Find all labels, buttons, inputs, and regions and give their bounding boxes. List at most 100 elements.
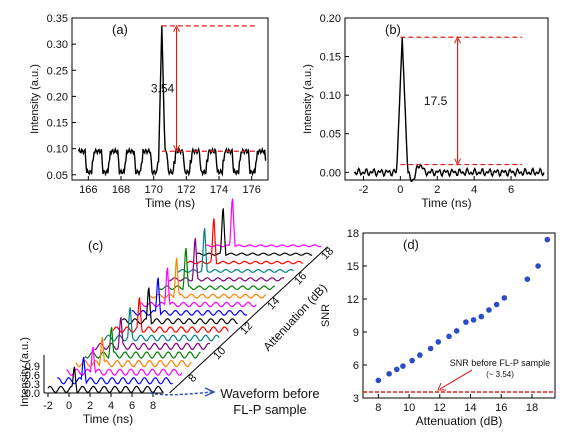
panel-d-chart: 8 10 12 14 16 18 3 6 9 12 15 18 Attenuation (dB) SNR (… <box>320 228 556 428</box>
arrow-head <box>173 145 180 153</box>
x-tick-label: 4 <box>471 184 477 196</box>
y-tick-label: 0.25 <box>47 65 68 77</box>
panel-c-chart: (c) -2 0 2 4 6 8 Time (ns) 0.00.30.60.9Intensity… <box>19 198 336 426</box>
y-tick-label: 0.3 <box>25 379 40 391</box>
data-point <box>393 366 400 373</box>
waveform-trace <box>66 346 183 376</box>
plot-frame <box>344 17 549 181</box>
waveform-trace <box>94 317 211 351</box>
panel-b-chart: -2 0 2 4 6 0.00 0.05 0.10 0.15 0.20 Time (ns) Inten… <box>302 13 549 210</box>
x-tick-label: 8 <box>150 400 156 412</box>
y-tick-label: 3 <box>353 393 359 405</box>
arrow-head <box>437 382 446 391</box>
data-point <box>386 371 392 377</box>
snr-value-label: 17.5 <box>424 94 448 108</box>
x-tick-label: 174 <box>210 184 228 196</box>
data-point <box>400 363 406 369</box>
data-point <box>478 313 485 320</box>
y-axis-label: Intensity (a.u.) <box>302 64 314 134</box>
waveform-line <box>353 37 545 183</box>
y-tick-label: 0.00 <box>320 167 341 179</box>
panel-label: (b) <box>385 22 401 37</box>
data-point <box>375 377 382 384</box>
x-tick-label: 12 <box>434 402 446 414</box>
y-tick-label: 0.05 <box>47 170 68 182</box>
x-tick-label: 18 <box>526 402 538 414</box>
y-tick-label: 18 <box>347 228 359 240</box>
data-point <box>435 339 442 345</box>
y-tick-label: 0.9 <box>25 361 40 373</box>
x-tick-label: 176 <box>242 184 260 196</box>
x-tick-label: 0 <box>66 400 72 412</box>
data-point <box>417 352 423 358</box>
data-point <box>453 328 460 334</box>
arrow-head <box>173 24 180 33</box>
x-tick-label: 168 <box>112 184 130 196</box>
y-tick-label: 0.30 <box>47 39 68 51</box>
data-point <box>409 357 415 364</box>
data-point <box>501 295 508 301</box>
x-tick-label: 6 <box>129 400 135 412</box>
x-tick-label: 4 <box>108 400 114 412</box>
arrow-head <box>454 36 462 44</box>
panel-label: (c) <box>88 238 103 253</box>
y-axis-label: Intensity (a.u.) <box>19 337 31 407</box>
z-tick-label: 8 <box>186 372 199 385</box>
z-axis-line <box>169 246 328 394</box>
y-tick-label: 0.35 <box>47 13 68 25</box>
snr-value-label: 3.54 <box>151 82 175 96</box>
data-point <box>524 276 531 283</box>
waveform-trace <box>84 327 201 360</box>
reference-sublabel: (~ 3.54) <box>486 370 514 379</box>
x-axis-label: Time (ns) <box>145 196 195 210</box>
reference-label: SNR before FL-P sample <box>450 358 550 368</box>
x-axis-label: Time (ns) <box>83 412 133 426</box>
data-point <box>544 236 551 243</box>
panel-a-chart: 166 168 170 172 174 176 0.05 0.10 0.15 0.20 0.25 0.… <box>29 13 269 210</box>
x-tick-label: 8 <box>375 402 381 414</box>
x-tick-label: -2 <box>359 184 369 196</box>
z-tick-label: 12 <box>238 320 255 337</box>
x-tick-label: 16 <box>495 402 507 414</box>
y-tick-label: 0.10 <box>47 144 68 156</box>
z-tick-label: 16 <box>292 270 309 287</box>
data-point <box>470 317 477 323</box>
y-tick-label: 0.20 <box>47 91 68 103</box>
y-axis-label: Intensity (a.u.) <box>29 64 41 134</box>
y-tick-label: 9 <box>353 327 359 339</box>
y-axis-label: SNR <box>320 304 332 327</box>
x-axis-label: Time (ns) <box>421 196 471 210</box>
panel-label: (a) <box>112 22 128 37</box>
data-point <box>427 345 434 352</box>
x-tick-label: 10 <box>403 402 415 414</box>
y-tick-label: 6 <box>353 360 359 372</box>
y-tick-label: 15 <box>347 261 359 273</box>
z-tick-label: 14 <box>265 295 282 312</box>
plot-frame <box>71 17 269 181</box>
data-point <box>446 333 452 340</box>
x-tick-label: 2 <box>434 184 440 196</box>
data-point <box>463 319 469 325</box>
arrow-head <box>204 387 216 397</box>
arrow-head <box>454 158 462 166</box>
panel-label: (d) <box>403 237 419 252</box>
z-tick-label: 10 <box>211 345 228 362</box>
waveform-line <box>77 25 267 177</box>
x-axis-label: Attenuation (dB) <box>416 414 503 428</box>
y-tick-label: 0.05 <box>320 129 341 141</box>
note-text: FL-P sample <box>233 402 306 417</box>
y-tick-label: 0.10 <box>320 90 341 102</box>
note-text: Waveform before <box>220 386 319 401</box>
y-tick-label: 0.15 <box>47 118 68 130</box>
x-tick-label: 0 <box>397 184 403 196</box>
x-tick-label: -2 <box>43 400 53 412</box>
y-tick-label: 12 <box>347 294 359 306</box>
x-tick-label: 6 <box>508 184 514 196</box>
waveform-trace <box>47 366 164 394</box>
reference-arrow <box>439 369 473 390</box>
x-tick-label: 166 <box>79 184 97 196</box>
y-tick-label: 0.20 <box>320 13 341 25</box>
x-tick-label: 14 <box>464 402 476 414</box>
x-tick-label: 2 <box>87 400 93 412</box>
